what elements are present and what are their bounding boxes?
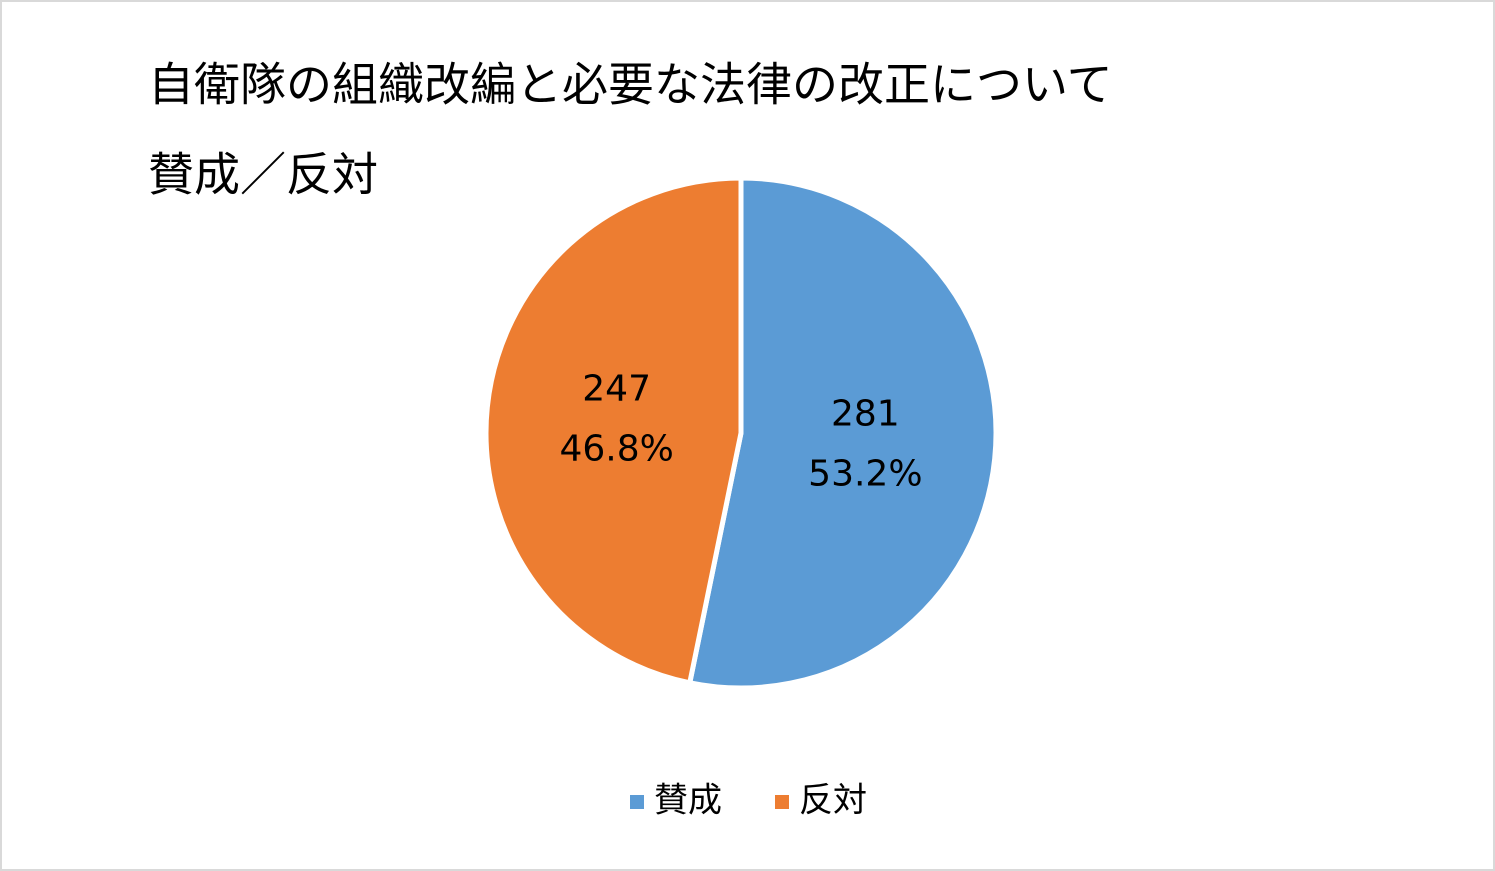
chart-title: 自衛隊の組織改編と必要な法律の改正について <box>148 58 1113 112</box>
percentage-label: 53.2% <box>808 454 922 495</box>
value-label: 247 <box>582 368 651 409</box>
pie-slice <box>686 175 999 691</box>
legend-label: 賛成 <box>654 781 722 821</box>
value-label: 281 <box>831 394 900 435</box>
chart-subtitle: 賛成／反対 <box>148 148 378 202</box>
legend-swatch <box>630 795 644 809</box>
legend-swatch <box>775 795 789 809</box>
legend-label: 反対 <box>799 781 867 821</box>
pie-slice <box>483 175 744 686</box>
percentage-label: 46.8% <box>559 428 673 469</box>
